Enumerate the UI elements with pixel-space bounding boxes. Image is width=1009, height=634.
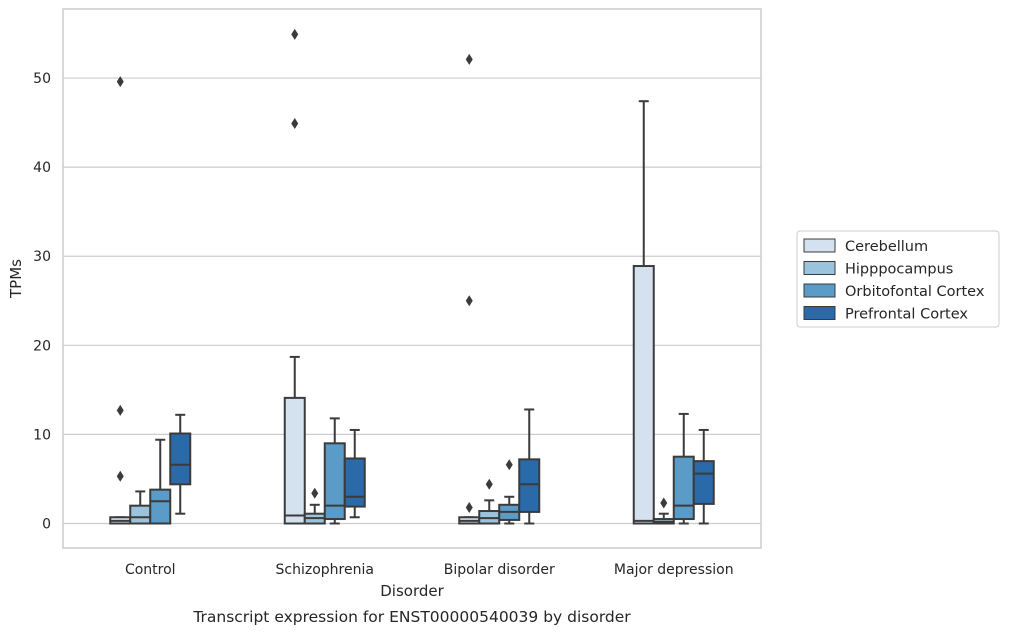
legend-label: Prefrontal Cortex [845, 307, 968, 323]
x-tick-labels: Control Schizophrenia Bipolar disorder Majo… [125, 562, 734, 578]
y-tick-label: 50 [33, 71, 51, 87]
legend-swatch [803, 306, 836, 320]
box [672, 455, 695, 521]
y-tick-label: 0 [42, 517, 51, 533]
outlier-point [465, 53, 473, 65]
box [149, 488, 172, 525]
box [632, 265, 655, 525]
legend: Cerebellum Hipppocampus Orbitofontal Corte… [796, 230, 1000, 328]
box-group [672, 412, 695, 525]
legend-label: Orbitofontal Cortex [845, 284, 985, 300]
x-axis-title: Disorder [380, 582, 444, 600]
box [692, 460, 715, 505]
box-group [518, 408, 541, 525]
y-tick-label: 40 [33, 160, 51, 176]
box-group [129, 490, 152, 525]
box-group [149, 438, 172, 525]
box [169, 432, 192, 486]
outlier-point [505, 459, 513, 471]
box [129, 504, 152, 525]
y-tick-labels: 0 10 20 30 40 50 [33, 71, 51, 532]
box-group [303, 487, 326, 525]
box [323, 442, 346, 521]
outlier-point [116, 404, 124, 416]
legend-label: Cerebellum [845, 239, 928, 255]
box [283, 396, 306, 525]
box-group [109, 76, 132, 525]
outlier-point [660, 497, 668, 509]
outlier-point [291, 28, 299, 40]
box [343, 457, 366, 508]
x-tick-label: Control [125, 562, 176, 578]
box [518, 458, 541, 513]
box-group [632, 100, 655, 525]
box-group [652, 497, 675, 525]
outlier-point [465, 501, 473, 513]
x-tick-label: Schizophrenia [276, 562, 374, 578]
box-group [498, 459, 521, 525]
boxes [109, 28, 715, 525]
gridlines [63, 77, 761, 525]
y-tick-label: 10 [33, 427, 51, 443]
outlier-point [291, 117, 299, 129]
legend-frame [796, 230, 1000, 328]
outlier-point [116, 470, 124, 482]
x-tick-label: Bipolar disorder [444, 562, 555, 578]
box-group [478, 478, 501, 525]
legend-swatch [803, 238, 836, 253]
y-tick-label: 20 [33, 338, 51, 354]
chart-caption: Transcript expression for ENST0000054003… [192, 608, 631, 626]
legend-swatch [803, 283, 836, 298]
legend-swatch [803, 261, 836, 275]
box-group [458, 53, 481, 525]
legend-label: Hipppocampus [845, 262, 953, 278]
box-group [692, 428, 715, 525]
box-group [169, 413, 192, 515]
outlier-point [465, 295, 473, 307]
outlier-point [116, 76, 124, 88]
y-axis-title: TPMs [7, 259, 25, 299]
x-tick-label: Major depression [614, 562, 734, 578]
box-group [343, 428, 366, 519]
y-tick-label: 30 [33, 249, 51, 265]
outlier-point [311, 487, 319, 499]
outlier-point [485, 478, 493, 490]
box-group [283, 28, 306, 525]
plot-frame [62, 8, 762, 549]
